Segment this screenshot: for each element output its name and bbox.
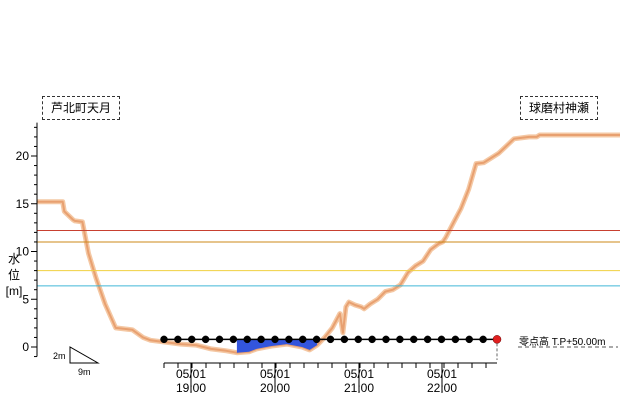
observation-point (423, 335, 432, 344)
observation-point (271, 335, 279, 344)
observation-point (326, 335, 335, 344)
observation-point (160, 335, 168, 344)
time-tick-date: 05/01 (427, 367, 457, 381)
y-tick-label: 5 (22, 292, 29, 306)
observation-point-latest (492, 335, 502, 344)
scale-triangle (69, 346, 100, 364)
time-tick-date: 05/01 (260, 367, 290, 381)
observation-point (312, 335, 321, 344)
y-tick-label: 20 (16, 149, 30, 163)
observation-point (396, 335, 404, 344)
observation-point (479, 335, 487, 344)
time-tick-time: 19:00 (176, 381, 206, 395)
y-axis-label-char-2: 位 (7, 268, 20, 282)
observation-point (382, 335, 390, 344)
observation-point (368, 335, 376, 344)
observation-point (451, 335, 460, 344)
location-label-right: 球磨村神瀬 (520, 96, 599, 120)
scale-horizontal-label: 9m (78, 367, 91, 377)
river-profile-line (37, 134, 620, 354)
observation-point (437, 335, 446, 344)
zero-point-label: 零点高 T.P+50.00m (519, 337, 606, 348)
observation-point (465, 335, 473, 344)
time-tick-time: 20:00 (260, 381, 290, 395)
time-tick-time: 22:00 (427, 381, 457, 395)
observation-point (201, 335, 210, 344)
location-label-left: 芦北町天月 (42, 96, 121, 120)
y-axis-label-char-1: 水 (7, 252, 20, 266)
observation-point (243, 335, 251, 344)
y-tick-label: 10 (16, 245, 30, 259)
observation-point (188, 335, 196, 344)
observation-point (174, 335, 182, 344)
river-profile-halo (37, 132, 620, 356)
observation-point (354, 335, 362, 344)
observation-point (299, 335, 307, 344)
observation-point (257, 335, 265, 344)
observation-point (340, 335, 349, 344)
time-tick-date: 05/01 (344, 367, 374, 381)
y-tick-label: 0 (22, 340, 29, 354)
observation-point (410, 335, 418, 344)
y-tick-label: 15 (16, 197, 30, 211)
time-tick-time: 21:00 (344, 381, 374, 395)
time-tick-date: 05/01 (176, 367, 206, 381)
observation-point (229, 335, 238, 344)
observation-point (215, 335, 224, 344)
scale-vertical-label: 2m (53, 351, 66, 361)
observation-point (285, 335, 293, 344)
y-axis-label-unit: [m] (5, 284, 23, 298)
water-fill (236, 339, 318, 353)
